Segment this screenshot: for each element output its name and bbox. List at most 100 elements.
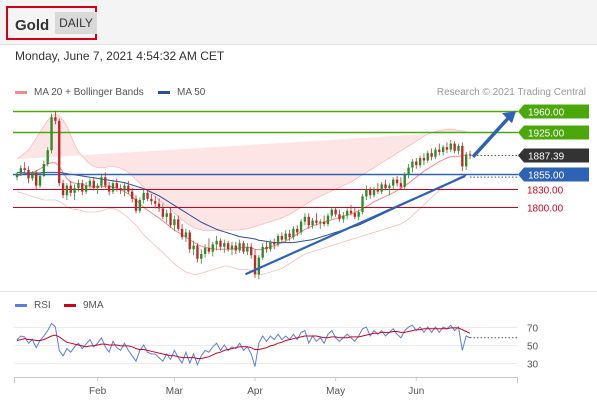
candle-body	[326, 215, 330, 224]
candle-body	[399, 183, 403, 187]
candle-body	[157, 203, 161, 209]
candle-body	[119, 188, 122, 191]
candle-body	[65, 185, 69, 196]
candle-body	[192, 245, 195, 250]
candle-body	[299, 221, 303, 233]
candle-body	[441, 147, 445, 152]
candle-body	[42, 164, 46, 176]
candle-body	[200, 254, 203, 259]
candle-body	[184, 232, 188, 238]
candle-body	[303, 216, 307, 222]
level-flag-1855.00	[518, 167, 589, 182]
candle-body	[319, 221, 322, 223]
candle-body	[161, 208, 165, 217]
candle-body	[276, 236, 280, 245]
candle-body	[77, 183, 80, 188]
candle-body	[461, 146, 464, 167]
x-axis: Feb Mar Apr May Jun	[14, 377, 518, 397]
candle-body	[315, 220, 318, 223]
candle-body	[50, 117, 53, 151]
candle-body	[457, 146, 460, 151]
candle-body	[357, 212, 360, 217]
candle-body	[269, 242, 272, 250]
research-credit: Research © 2021 Trading Central	[436, 87, 586, 98]
rsi-tick-30: 30	[527, 360, 539, 371]
ma9-label: 9MA	[83, 300, 104, 311]
candle-body	[203, 248, 207, 254]
candle-body	[73, 188, 76, 193]
support-trendline	[245, 174, 466, 276]
candle-body	[438, 149, 441, 152]
candle-body	[249, 246, 253, 256]
candle-body	[19, 168, 23, 174]
candle-body	[211, 244, 214, 252]
candle-body	[292, 228, 295, 238]
candle-body	[138, 200, 142, 211]
candle-body	[380, 184, 383, 192]
candle-body	[35, 172, 38, 186]
candle-body	[88, 180, 92, 186]
candle-body	[169, 213, 172, 226]
candle-body	[180, 228, 184, 238]
candle-body	[104, 177, 107, 186]
candle-body	[146, 192, 149, 199]
candle-body	[384, 184, 387, 188]
candle-body	[392, 179, 395, 186]
projection-arrow-line	[471, 115, 512, 158]
chart-header: Gold DAILY	[0, 0, 597, 45]
level-label-1830.00: 1830.00	[527, 186, 564, 197]
candle-body	[150, 198, 153, 202]
candle-body	[92, 180, 95, 188]
candle-body	[31, 172, 34, 179]
candle-body	[234, 245, 238, 251]
candle-body	[46, 150, 49, 164]
period-button[interactable]: DAILY	[55, 12, 97, 34]
rsi-tick-70: 70	[527, 324, 539, 335]
candle-body	[223, 243, 226, 247]
chart-datetime: Monday, June 7, 2021 4:54:32 AM CET	[15, 49, 225, 63]
rsi-panel: 70 50 30	[14, 322, 539, 371]
x-tick-Apr: Apr	[247, 386, 263, 397]
symbol-selector[interactable]: Gold DAILY	[6, 6, 97, 40]
candle-body	[115, 183, 119, 188]
candle-body	[273, 242, 276, 245]
candle-body	[415, 161, 418, 166]
candle-body	[395, 179, 399, 184]
symbol-title: Gold	[15, 17, 50, 34]
rsi-line	[16, 322, 471, 367]
candle-body	[165, 213, 168, 217]
candle-body	[257, 257, 261, 275]
x-tick-May: May	[326, 386, 345, 397]
level-flag-1887.39	[518, 148, 589, 163]
candle-body	[296, 228, 299, 233]
candle-body	[253, 255, 257, 275]
level-flag-1960.00	[518, 104, 589, 119]
candle-body	[372, 189, 376, 196]
candle-body	[215, 240, 218, 245]
candle-body	[226, 243, 230, 250]
candle-body	[353, 213, 357, 217]
level-label-1925.00: 1925.00	[528, 129, 565, 140]
price-panel: 1960.00 1925.00 1887.39 1855.00 1830.00 1800.…	[0, 104, 597, 292]
candle-body	[449, 143, 452, 150]
candle-body	[142, 192, 145, 200]
candle-body	[284, 233, 287, 240]
rsi-swatch	[15, 304, 27, 307]
candle-body	[238, 243, 241, 251]
candle-body	[464, 154, 468, 167]
level-flag-1925.00	[518, 125, 589, 140]
x-tick-Feb: Feb	[89, 386, 107, 397]
candle-body	[196, 245, 199, 259]
x-tick-Jun: Jun	[408, 386, 424, 397]
candle-body	[445, 147, 449, 150]
level-label-1960.00: 1960.00	[528, 108, 565, 119]
bollinger-band	[17, 114, 467, 231]
candle-body	[288, 233, 291, 238]
candle-body	[322, 221, 326, 224]
legend-ma20: MA 20 + Bollinger Bands	[15, 87, 144, 98]
candle-body	[365, 189, 368, 197]
candle-body	[311, 220, 314, 226]
candle-body	[403, 174, 406, 187]
candle-body	[280, 236, 284, 240]
